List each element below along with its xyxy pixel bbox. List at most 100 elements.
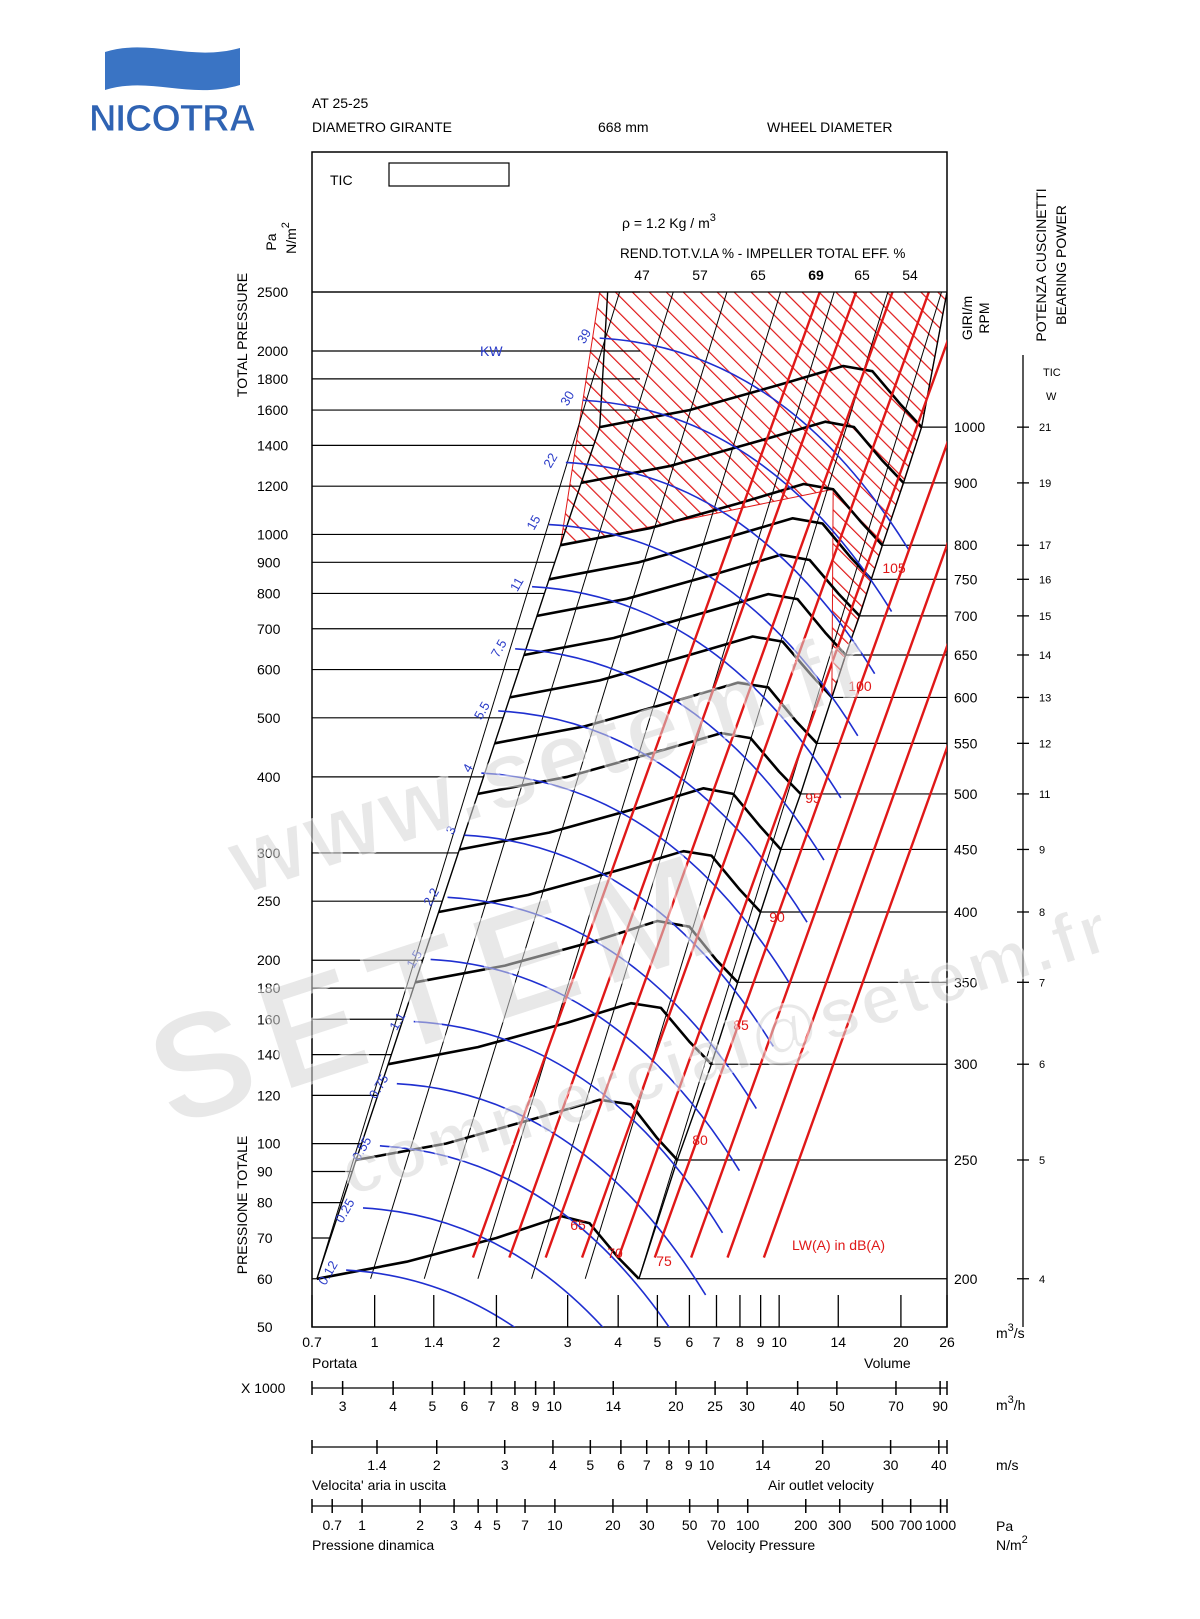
noise-dba-label: 95 [805, 790, 821, 806]
wheel-diameter-label-en: WHEEL DIAMETER [767, 119, 893, 135]
m3h-axis-label: 4 [389, 1398, 397, 1414]
rpm-label: 700 [954, 608, 978, 624]
x-tick-label: 2 [493, 1334, 501, 1350]
power-kw-label: 39 [574, 326, 594, 346]
y-axis-title-it: PRESSIONE TOTALE [234, 1136, 250, 1275]
y-tick-label: 60 [257, 1271, 273, 1287]
power-curve [362, 1207, 604, 1327]
wheel-diameter-label-it: DIAMETRO GIRANTE [312, 119, 452, 135]
rpm-label: 400 [954, 904, 978, 920]
noise-dba-label: 85 [733, 1017, 749, 1033]
y-tick-label: 90 [257, 1163, 273, 1179]
bearing-power-label: 4 [1039, 1274, 1045, 1286]
power-curve [464, 834, 774, 1047]
rpm-title-it: GIRI/m [959, 296, 975, 340]
rpm-label: 650 [954, 647, 978, 663]
power-curve [599, 337, 910, 550]
m3h-axis-label: 50 [829, 1398, 845, 1414]
y-axis-title-en: TOTAL PRESSURE [234, 273, 250, 397]
m3h-axis-label: 7 [488, 1398, 496, 1414]
power-curve [413, 1020, 724, 1234]
rpm-curve [355, 1098, 679, 1162]
rpm-label: 900 [954, 475, 978, 491]
m3h-axis-label: 5 [428, 1398, 436, 1414]
logo-wordmark: NICOTRA [89, 98, 256, 140]
power-curve [565, 461, 876, 675]
y-tick-label: 1800 [257, 371, 288, 387]
bearing-title-it: POTENZA CUSCINETTI [1033, 188, 1049, 341]
kw-label: KW [480, 343, 503, 359]
y-tick-label: 1200 [257, 478, 288, 494]
model-code: AT 25-25 [312, 95, 369, 111]
x-tick-label: 3 [564, 1334, 572, 1350]
m3s-unit: m3/s [996, 1322, 1025, 1341]
rpm-label: 600 [954, 689, 978, 705]
noise-dba-label: 70 [607, 1245, 623, 1261]
noise-line [617, 339, 947, 1258]
velocity-label-it: Velocita' aria in uscita [312, 1477, 446, 1493]
power-curve [379, 1145, 670, 1327]
rpm-label: 750 [954, 571, 978, 587]
m3h-axis-label: 20 [668, 1398, 684, 1414]
m3h-axis-label: 90 [932, 1398, 948, 1414]
vp-axis-label: 1000 [925, 1517, 956, 1533]
ms-unit: m/s [996, 1457, 1019, 1473]
noise-line [726, 642, 947, 1258]
noise-dba-label: 100 [848, 678, 872, 694]
bearing-power-label: 14 [1039, 650, 1051, 662]
velocity-label-en: Air outlet velocity [768, 1477, 874, 1493]
power-curve [582, 399, 893, 612]
x-tick-label: 5 [653, 1334, 661, 1350]
rpm-curve [560, 482, 884, 547]
bearing-title-en: BEARING POWER [1053, 205, 1069, 325]
velocity-axis-label: 6 [617, 1457, 625, 1473]
y-tick-label: 500 [257, 710, 281, 726]
system-resistance-line [316, 291, 621, 1279]
velocity-axis-label: 20 [815, 1457, 831, 1473]
velocity-axis-label: 30 [883, 1457, 899, 1473]
vp-axis-label: 5 [493, 1517, 501, 1533]
bearing-power-label: 12 [1039, 738, 1051, 750]
volume-label: Volume [864, 1355, 911, 1371]
y-tick-label: 1000 [257, 526, 288, 542]
vp-axis-label: 3 [450, 1517, 458, 1533]
y-unit-pa: Pa [263, 233, 279, 250]
rpm-curve [387, 1001, 713, 1066]
m3h-axis-label: 25 [707, 1398, 723, 1414]
efficiency-label: 54 [902, 267, 918, 283]
y-tick-label: 700 [257, 621, 281, 637]
y-tick-label: 180 [257, 980, 281, 996]
x-tick-label: 20 [893, 1334, 909, 1350]
rpm-title-en: RPM [976, 302, 992, 333]
x-tick-label: 9 [757, 1334, 765, 1350]
m3h-axis-label: 14 [605, 1398, 621, 1414]
velocity-axis-label: 2 [433, 1457, 441, 1473]
m3h-unit: m3/h [996, 1394, 1025, 1413]
vp-axis-label: 200 [794, 1517, 818, 1533]
rpm-curve [509, 635, 833, 699]
secondary-axes: 3 4 5 6 7 8 9 10 14 20 25 30 40 50 70 901.4 2 3 4 5 6 7 8 9 10 14… [311, 1381, 956, 1533]
velocity-axis-label: 1.4 [367, 1457, 387, 1473]
x-tick-label: 6 [686, 1334, 694, 1350]
rpm-curve [316, 1214, 640, 1281]
vp-axis-label: 500 [871, 1517, 895, 1533]
velocity-axis-label: 4 [549, 1457, 557, 1473]
pd-label-it: Pressione dinamica [312, 1537, 434, 1553]
vp-axis-label: 7 [521, 1517, 529, 1533]
velocity-axis-label: 9 [685, 1457, 693, 1473]
rpm-curve [548, 517, 873, 581]
rpm-curve [459, 787, 782, 851]
rpm-curve [536, 553, 861, 618]
curve-right-boundary [638, 291, 947, 1280]
velocity-axis-label: 10 [699, 1457, 715, 1473]
noise-line [544, 291, 894, 1258]
y-tick-label: 200 [257, 952, 281, 968]
efficiency-label: 65 [854, 267, 870, 283]
system-resistance-line [477, 291, 782, 1279]
bearing-power-label: 16 [1039, 574, 1051, 586]
noise-line [471, 291, 821, 1258]
rpm-curve [477, 731, 802, 796]
power-kw-label: 11 [507, 575, 527, 594]
bearing-tic-label: TIC [1043, 367, 1061, 379]
power-curve [498, 710, 808, 923]
